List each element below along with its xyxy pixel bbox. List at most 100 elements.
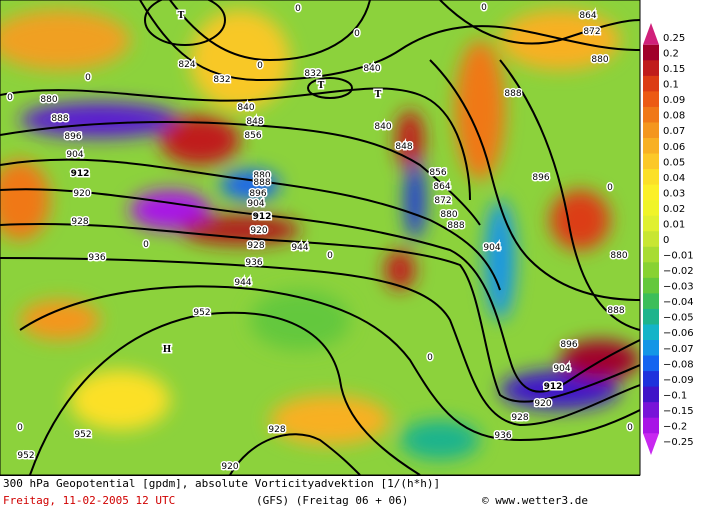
contour-label: 856 (429, 168, 446, 178)
contour-label: 880 (253, 171, 270, 181)
legend-label: −0.06 (663, 328, 694, 339)
contour-line (229, 433, 361, 475)
contour-label: 832 (304, 69, 321, 79)
contour-label: 840 (237, 103, 254, 113)
legend-label: 0.01 (663, 219, 685, 230)
contour-line (0, 87, 471, 201)
legend-label: −0.15 (663, 406, 694, 417)
contour-label: 880 (610, 251, 627, 261)
legend-label: 0.05 (663, 157, 685, 168)
contour-line (0, 158, 501, 291)
legend-label: −0.05 (663, 313, 694, 324)
contour-label: 952 (193, 308, 210, 318)
contour-label: 0 (143, 240, 149, 250)
contour-label: 840 (374, 122, 391, 132)
contour-label: 856 (244, 131, 261, 141)
legend-swatch (643, 231, 659, 248)
legend-swatch (643, 293, 659, 310)
map (0, 0, 640, 475)
contour-line (144, 0, 226, 46)
contour-label: 864 (579, 11, 596, 21)
legend-swatch (643, 246, 659, 263)
legend-label: 0.07 (663, 126, 685, 137)
legend-swatch (643, 277, 659, 294)
footer-date: Freitag, 11-02-2005 12 UTC (3, 494, 175, 507)
legend-label: 0.03 (663, 188, 685, 199)
contour-label: 928 (268, 425, 285, 435)
contour-label: 0 (7, 93, 13, 103)
legend-swatch (643, 60, 659, 77)
legend-swatch (643, 262, 659, 279)
geopotential-contours (0, 0, 640, 475)
contour-line (307, 77, 353, 99)
contour-label: 0 (354, 29, 360, 39)
legend-swatch (643, 417, 659, 434)
legend-swatch (643, 75, 659, 92)
contour-label: 872 (583, 27, 600, 37)
contour-label: 840 (363, 64, 380, 74)
legend-label: −0.09 (663, 375, 694, 386)
contour-label: 0 (481, 3, 487, 13)
legend-swatch (643, 184, 659, 201)
legend-swatch (643, 308, 659, 325)
legend-label: −0.25 (663, 437, 694, 448)
contour-label: 904 (66, 150, 83, 160)
contour-label: 0 (427, 353, 433, 363)
legend-swatch (643, 324, 659, 341)
legend-swatch (643, 371, 659, 388)
legend-swatch (643, 433, 659, 455)
contour-line (0, 257, 640, 427)
footer-copyright: © www.wetter3.de (482, 494, 588, 507)
legend-label: 0.02 (663, 204, 685, 215)
legend-swatch (643, 23, 659, 45)
contour-label: 920 (250, 226, 267, 236)
legend-label: −0.01 (663, 251, 694, 262)
contour-label: 888 (253, 178, 270, 188)
pressure-center: T (375, 90, 382, 100)
contour-label: 864 (433, 182, 450, 192)
legend-swatch (643, 169, 659, 186)
legend-swatch (643, 106, 659, 123)
contour-line (169, 0, 371, 62)
contour-label: 0 (627, 423, 633, 433)
legend-swatch (643, 91, 659, 108)
contour-label: 896 (64, 132, 81, 142)
legend-swatch (643, 340, 659, 357)
legend-label: 0.25 (663, 33, 685, 44)
contour-label: 952 (74, 430, 91, 440)
color-legend: 0.25 0.2 0.15 0.1 0.09 0.08 0.07 0.06 0.05 0.04 0.… (643, 23, 694, 455)
legend-swatch (643, 402, 659, 419)
legend-label: 0 (663, 235, 669, 246)
contour-label: 928 (511, 413, 528, 423)
contour-label: 848 (246, 117, 263, 127)
legend-swatch (643, 200, 659, 217)
contour-label: 832 (213, 75, 230, 85)
legend-label: 0.09 (663, 95, 685, 106)
contour-label: 920 (534, 399, 551, 409)
contour-label: 904 (553, 364, 570, 374)
contour-line (0, 223, 640, 403)
contour-line (139, 0, 640, 82)
contour-label: 904 (483, 243, 500, 253)
legend-label: 0.04 (663, 173, 685, 184)
contour-label: 888 (447, 221, 464, 231)
legend-label: −0.03 (663, 282, 694, 293)
legend-label: −0.08 (663, 359, 694, 370)
legend-label: −0.2 (663, 421, 687, 432)
legend-label: −0.02 (663, 266, 694, 277)
contour-label: 848 (395, 142, 412, 152)
legend-label: 0.06 (663, 142, 685, 153)
contour-label: 880 (40, 95, 57, 105)
legend-swatch (643, 44, 659, 61)
legend-label: −0.07 (663, 344, 694, 355)
footer-model: (GFS) (Freitag 06 + 06) (256, 494, 408, 507)
contour-label: 0 (295, 4, 301, 14)
legend-swatch (643, 355, 659, 372)
contour-label: 944 (291, 243, 308, 253)
legend-swatch (643, 138, 659, 155)
legend-label: 0.1 (663, 80, 679, 91)
contour-line (439, 0, 640, 45)
contour-line (0, 121, 481, 226)
